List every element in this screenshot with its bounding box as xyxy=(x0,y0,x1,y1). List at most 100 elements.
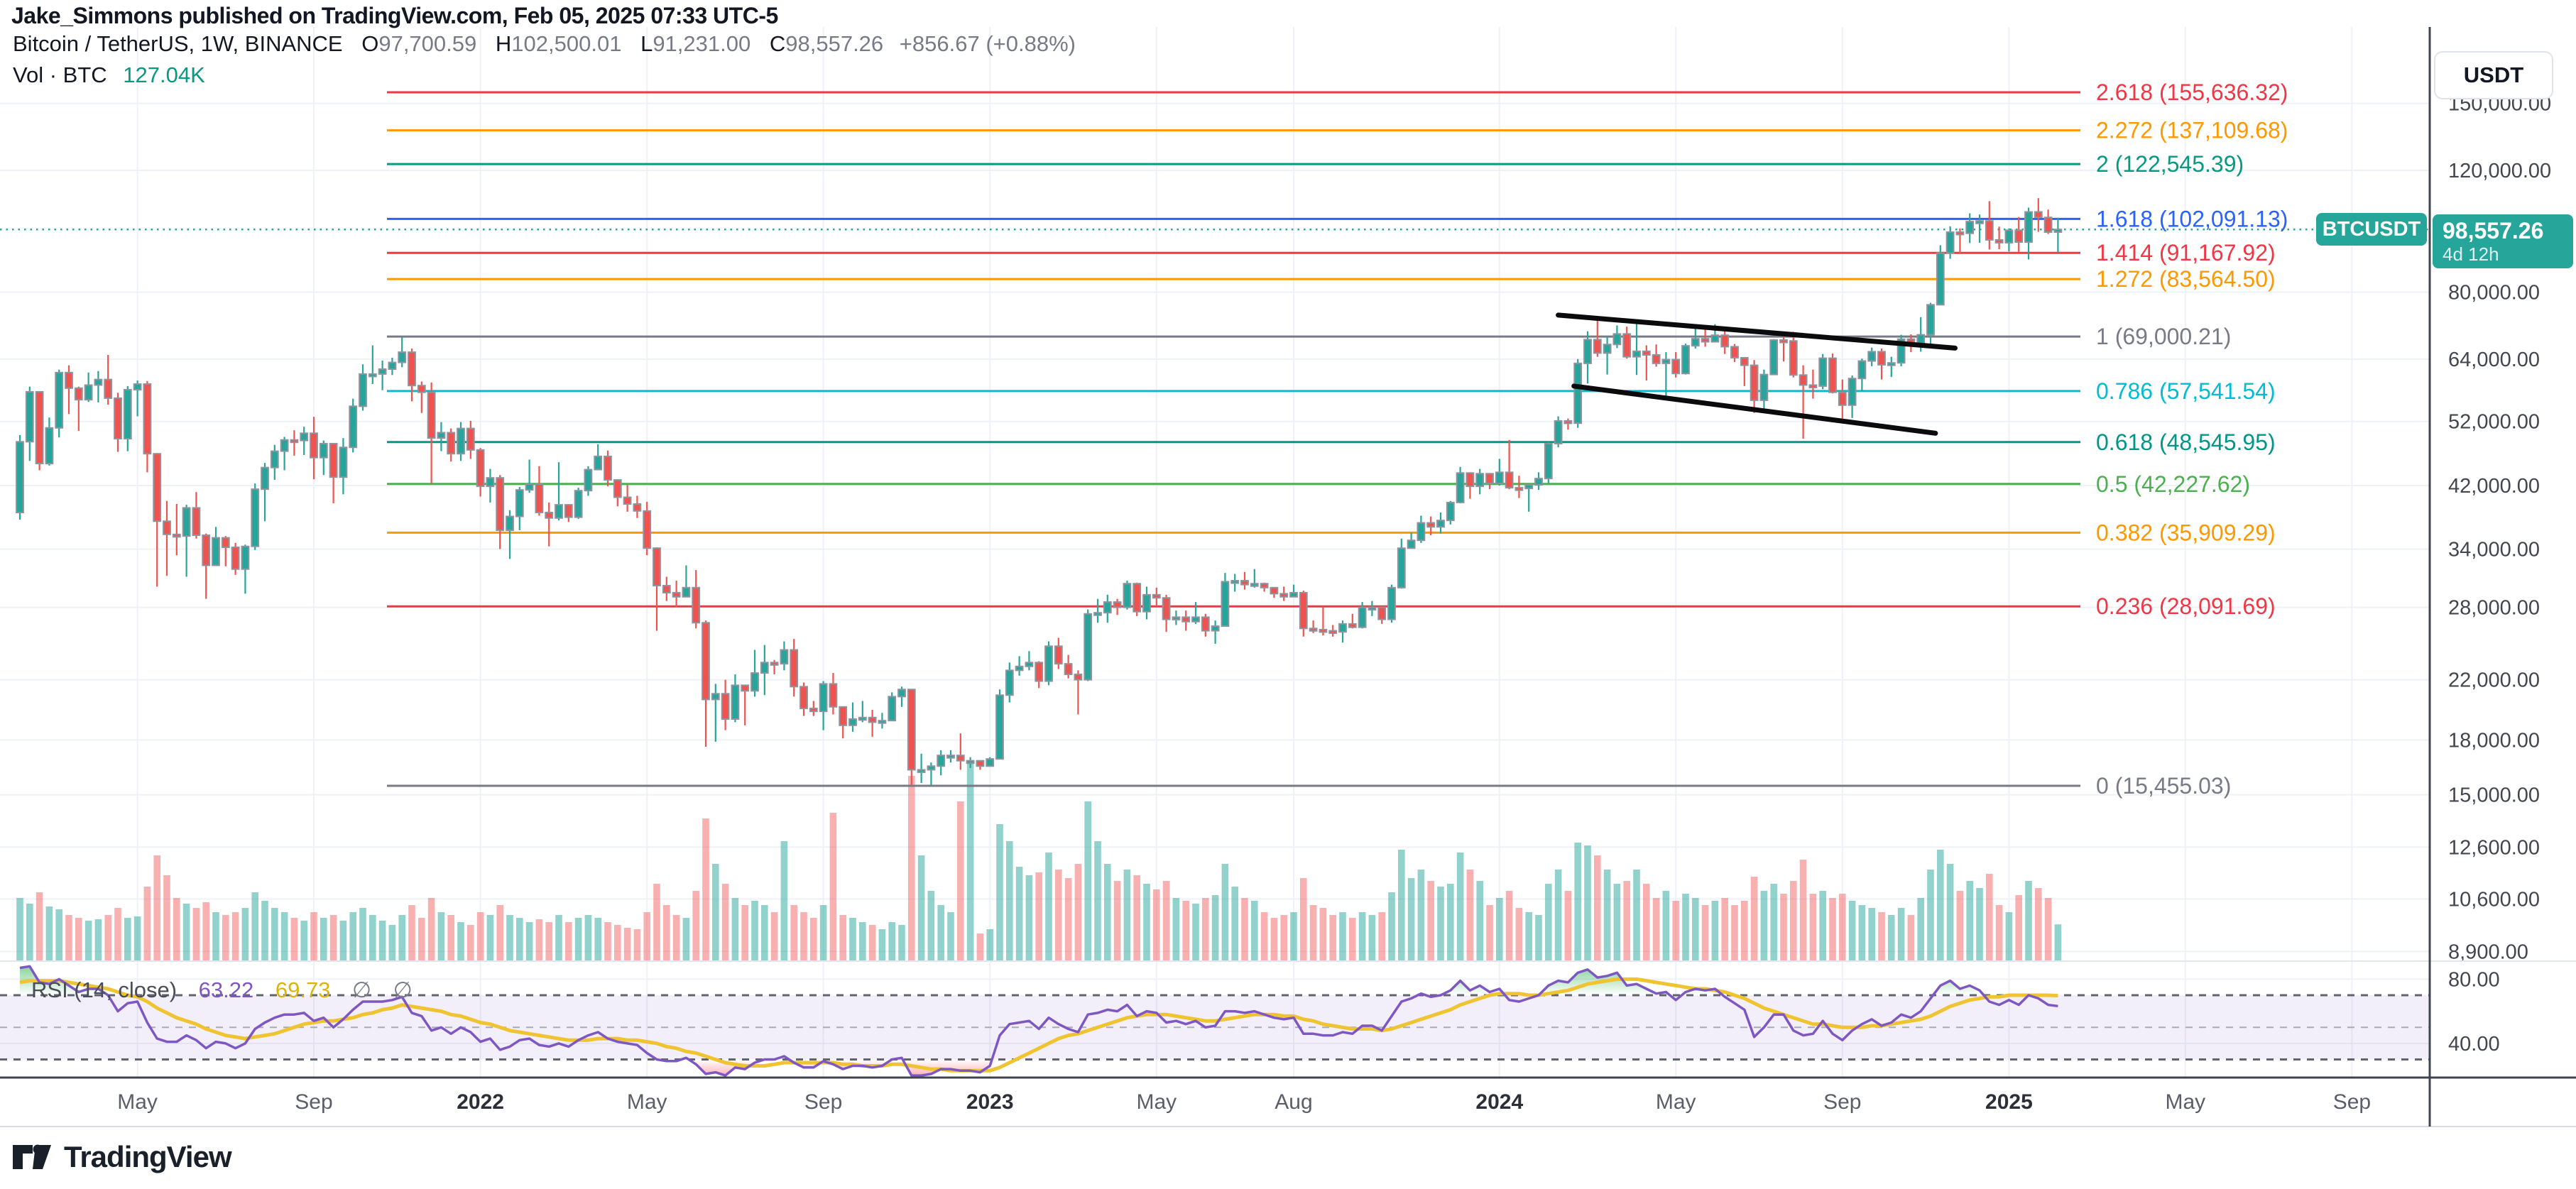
fib-level-label: 0.786 (57,541.54) xyxy=(2096,378,2276,404)
volume-bar xyxy=(790,905,797,960)
volume-bar xyxy=(2005,912,2013,960)
candle-body xyxy=(143,383,152,455)
volume-bar xyxy=(1652,898,1660,960)
fib-level-label: 1 (69,000.21) xyxy=(2096,324,2231,349)
volume-bar xyxy=(1927,870,1934,960)
candle-body xyxy=(1838,391,1847,406)
candle-body xyxy=(329,442,338,478)
candle-body xyxy=(1230,580,1240,584)
volume-bar xyxy=(1368,915,1376,960)
volume-bar xyxy=(1966,881,1973,960)
volume-bar xyxy=(917,855,925,960)
candle-body xyxy=(1573,362,1583,424)
candle-body xyxy=(682,586,691,598)
trendline[interactable] xyxy=(1556,312,1958,351)
rsi-title[interactable]: RSI (14, close) xyxy=(31,977,178,1002)
candle-body xyxy=(1338,623,1347,633)
volume-label[interactable]: Vol · BTC xyxy=(13,62,107,87)
volume-bar xyxy=(849,918,856,960)
candle-body xyxy=(702,622,710,701)
volume-bar xyxy=(1427,881,1434,960)
rsi-oversold-fill xyxy=(20,1059,2058,1076)
volume-bar xyxy=(1672,901,1679,960)
candle-body xyxy=(1985,220,1994,241)
volume-bar xyxy=(1956,891,1964,960)
volume-bar xyxy=(1496,898,1503,960)
tradingview-logo[interactable]: TradingView xyxy=(11,1140,232,1174)
volume-bar xyxy=(516,918,523,960)
volume-bar xyxy=(104,915,111,960)
volume-value: 127.04K xyxy=(123,62,205,87)
time-tick-label: Sep xyxy=(295,1090,332,1114)
volume-bar xyxy=(682,918,690,960)
rsi-pane[interactable] xyxy=(0,965,2430,1077)
volume-bar xyxy=(222,915,229,960)
time-tick-label: Sep xyxy=(2333,1090,2371,1114)
candle-body xyxy=(633,503,642,512)
candle-body xyxy=(1730,346,1739,358)
candle-body xyxy=(956,755,965,762)
candle-body xyxy=(741,684,750,692)
candle-body xyxy=(1994,239,2004,243)
candle-body xyxy=(1084,613,1093,681)
candle-body xyxy=(1133,583,1142,613)
price-pane[interactable] xyxy=(0,91,2430,960)
candle-body xyxy=(202,535,211,566)
volume-bar xyxy=(114,908,121,960)
candle-body xyxy=(692,586,701,624)
candle-body xyxy=(1701,338,1710,343)
candle-body xyxy=(995,694,1004,760)
candle-body xyxy=(172,533,181,538)
volume-bar xyxy=(1594,855,1601,960)
volume-bar xyxy=(1417,870,1425,960)
candle-body xyxy=(74,387,83,401)
volume-bar xyxy=(594,918,601,960)
fib-level-label: 2.272 (137,109.68) xyxy=(2096,118,2288,143)
volume-bar xyxy=(1270,918,1278,960)
volume-bar xyxy=(702,818,709,960)
volume-bar xyxy=(1221,864,1229,960)
volume-legend: Vol · BTC 127.04K xyxy=(13,62,205,88)
volume-bar xyxy=(1172,898,1180,960)
time-tick-label: Sep xyxy=(804,1090,842,1114)
candle-body xyxy=(1348,623,1357,628)
symbol-title[interactable]: Bitcoin / TetherUS, 1W, BINANCE xyxy=(13,31,343,56)
volume-bar xyxy=(976,933,984,960)
candle-body xyxy=(1417,522,1426,542)
candle-body xyxy=(1652,354,1661,364)
candle-body xyxy=(662,584,671,593)
candle-body xyxy=(1818,357,1828,387)
candle-body xyxy=(378,368,387,375)
currency-usdt-button[interactable]: USDT xyxy=(2434,51,2553,99)
trendline[interactable] xyxy=(1571,383,1938,436)
volume-bar xyxy=(1545,884,1552,960)
volume-bar xyxy=(1750,877,1758,960)
volume-bar xyxy=(271,908,278,960)
volume-bar xyxy=(133,916,141,960)
volume-bar xyxy=(398,915,405,960)
price-tick-label: 15,000.00 xyxy=(2448,784,2540,807)
volume-bar xyxy=(2044,898,2052,960)
volume-bar xyxy=(800,912,807,960)
volume-bar xyxy=(1711,901,1719,960)
volume-bar xyxy=(819,905,827,960)
candle-body xyxy=(1172,616,1181,620)
candle-body xyxy=(1181,616,1191,623)
fib-level-label: 0 (15,455.03) xyxy=(2096,773,2231,799)
volume-bar xyxy=(555,915,562,960)
candle-body xyxy=(408,351,416,387)
volume-bar xyxy=(1701,905,1709,960)
volume-bar xyxy=(2035,888,2042,960)
volume-bar xyxy=(1741,901,1748,960)
candle-body xyxy=(1152,593,1161,599)
time-tick-label: 2022 xyxy=(457,1090,504,1114)
candle-body xyxy=(1622,333,1632,358)
candle-body xyxy=(917,769,926,773)
open-value: 97,700.59 xyxy=(378,31,477,56)
volume-bar xyxy=(1986,874,1993,960)
candle-body xyxy=(1368,606,1377,611)
volume-bar xyxy=(349,912,356,960)
candle-body xyxy=(1808,384,1818,388)
volume-bar xyxy=(751,901,758,960)
